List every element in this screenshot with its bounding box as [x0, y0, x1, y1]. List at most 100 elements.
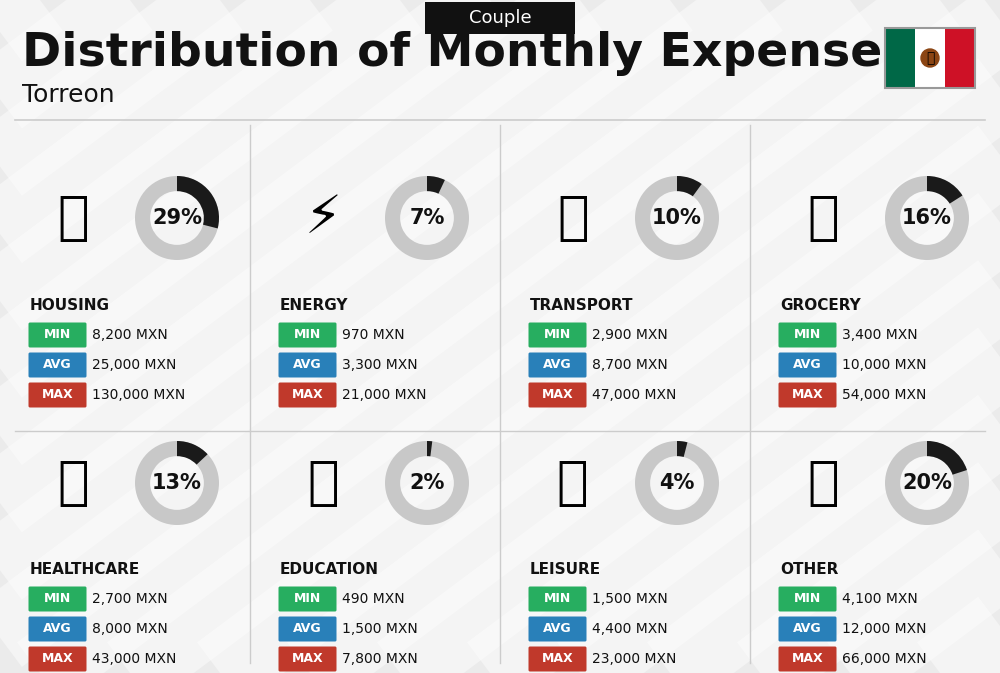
Text: AVG: AVG [293, 623, 322, 635]
Text: EDUCATION: EDUCATION [280, 561, 379, 577]
Text: MAX: MAX [792, 653, 823, 666]
FancyBboxPatch shape [425, 2, 575, 34]
Text: 43,000 MXN: 43,000 MXN [92, 652, 176, 666]
Text: 🦅: 🦅 [926, 51, 934, 65]
Wedge shape [927, 441, 967, 474]
Text: 970 MXN: 970 MXN [342, 328, 405, 342]
Wedge shape [177, 176, 219, 228]
Text: ENERGY: ENERGY [280, 297, 349, 312]
Text: 4%: 4% [659, 473, 695, 493]
FancyBboxPatch shape [885, 28, 915, 88]
Text: MAX: MAX [542, 388, 573, 402]
Text: 🏥: 🏥 [57, 457, 89, 509]
Text: 16%: 16% [902, 208, 952, 228]
FancyBboxPatch shape [28, 353, 87, 378]
Text: 20%: 20% [902, 473, 952, 493]
FancyBboxPatch shape [778, 586, 836, 612]
FancyBboxPatch shape [778, 353, 836, 378]
Text: MIN: MIN [544, 592, 571, 606]
FancyBboxPatch shape [28, 647, 87, 672]
Text: AVG: AVG [543, 359, 572, 371]
Wedge shape [885, 441, 969, 525]
Text: 8,700 MXN: 8,700 MXN [592, 358, 668, 372]
FancyBboxPatch shape [278, 616, 336, 641]
Text: MIN: MIN [294, 328, 321, 341]
FancyBboxPatch shape [28, 586, 87, 612]
FancyBboxPatch shape [278, 382, 336, 407]
Wedge shape [135, 176, 219, 260]
FancyBboxPatch shape [528, 353, 586, 378]
FancyBboxPatch shape [778, 322, 836, 347]
Text: MIN: MIN [794, 592, 821, 606]
Wedge shape [677, 176, 702, 197]
Text: HEALTHCARE: HEALTHCARE [30, 561, 140, 577]
Text: 10,000 MXN: 10,000 MXN [842, 358, 926, 372]
Text: LEISURE: LEISURE [530, 561, 601, 577]
Text: 🏢: 🏢 [57, 192, 89, 244]
FancyBboxPatch shape [28, 322, 87, 347]
Text: 8,200 MXN: 8,200 MXN [92, 328, 168, 342]
Text: MIN: MIN [794, 328, 821, 341]
Wedge shape [427, 441, 432, 456]
Text: 29%: 29% [152, 208, 202, 228]
Wedge shape [677, 441, 687, 457]
Wedge shape [427, 176, 445, 194]
Wedge shape [635, 176, 719, 260]
Text: Distribution of Monthly Expenses: Distribution of Monthly Expenses [22, 30, 910, 75]
Text: AVG: AVG [293, 359, 322, 371]
Text: ⚡: ⚡ [304, 192, 342, 244]
Text: 2%: 2% [409, 473, 445, 493]
FancyBboxPatch shape [528, 647, 586, 672]
Text: MIN: MIN [544, 328, 571, 341]
Text: 54,000 MXN: 54,000 MXN [842, 388, 926, 402]
Text: 47,000 MXN: 47,000 MXN [592, 388, 676, 402]
Text: MIN: MIN [44, 328, 71, 341]
Wedge shape [927, 176, 962, 204]
Circle shape [921, 49, 939, 67]
FancyBboxPatch shape [528, 616, 586, 641]
Text: GROCERY: GROCERY [780, 297, 861, 312]
Text: 23,000 MXN: 23,000 MXN [592, 652, 676, 666]
Text: AVG: AVG [543, 623, 572, 635]
Text: 3,300 MXN: 3,300 MXN [342, 358, 418, 372]
Wedge shape [177, 441, 208, 464]
Text: 3,400 MXN: 3,400 MXN [842, 328, 918, 342]
Text: AVG: AVG [43, 359, 72, 371]
Wedge shape [385, 441, 469, 525]
Text: 10%: 10% [652, 208, 702, 228]
FancyBboxPatch shape [778, 382, 836, 407]
Wedge shape [885, 176, 969, 260]
Text: MAX: MAX [42, 653, 73, 666]
Text: 🚌: 🚌 [557, 192, 589, 244]
FancyBboxPatch shape [278, 586, 336, 612]
Text: TRANSPORT: TRANSPORT [530, 297, 634, 312]
Text: 4,400 MXN: 4,400 MXN [592, 622, 668, 636]
Text: Couple: Couple [469, 9, 531, 27]
Text: MAX: MAX [42, 388, 73, 402]
Text: MAX: MAX [292, 388, 323, 402]
Text: 25,000 MXN: 25,000 MXN [92, 358, 176, 372]
Text: MAX: MAX [542, 653, 573, 666]
FancyBboxPatch shape [945, 28, 975, 88]
FancyBboxPatch shape [28, 382, 87, 407]
Text: MAX: MAX [792, 388, 823, 402]
FancyBboxPatch shape [778, 647, 836, 672]
Text: 66,000 MXN: 66,000 MXN [842, 652, 927, 666]
Text: 8,000 MXN: 8,000 MXN [92, 622, 168, 636]
Text: 21,000 MXN: 21,000 MXN [342, 388, 426, 402]
Text: 490 MXN: 490 MXN [342, 592, 405, 606]
FancyBboxPatch shape [915, 28, 945, 88]
FancyBboxPatch shape [778, 616, 836, 641]
Text: 🛒: 🛒 [807, 192, 839, 244]
Wedge shape [135, 441, 219, 525]
Text: OTHER: OTHER [780, 561, 838, 577]
Wedge shape [385, 176, 469, 260]
FancyBboxPatch shape [528, 382, 586, 407]
Text: AVG: AVG [793, 623, 822, 635]
Text: HOUSING: HOUSING [30, 297, 110, 312]
Text: AVG: AVG [793, 359, 822, 371]
Text: 4,100 MXN: 4,100 MXN [842, 592, 918, 606]
Text: MAX: MAX [292, 653, 323, 666]
Text: 7%: 7% [409, 208, 445, 228]
FancyBboxPatch shape [278, 647, 336, 672]
